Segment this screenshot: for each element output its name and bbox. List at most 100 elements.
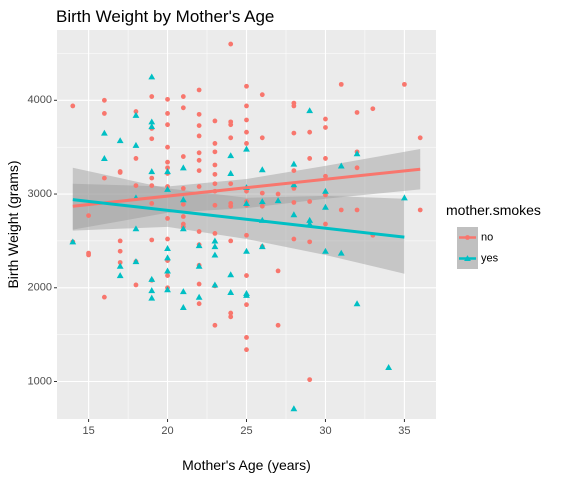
data-point-no (244, 129, 249, 135)
data-point-yes (132, 111, 140, 118)
data-point-yes (132, 258, 140, 265)
data-point-yes (258, 166, 266, 173)
data-point-yes (148, 168, 156, 175)
data-point-yes (132, 225, 140, 232)
data-point-yes (243, 247, 250, 254)
data-point-yes (337, 249, 345, 256)
data-point-yes (385, 364, 393, 370)
data-point-no (212, 181, 218, 187)
data-point-yes (148, 275, 156, 282)
data-point-yes (179, 196, 187, 203)
data-point-no (323, 173, 328, 179)
data-point-yes (322, 187, 329, 194)
data-point-no (165, 159, 170, 165)
data-point-no (307, 199, 313, 204)
data-point-yes (116, 262, 124, 269)
data-point-no (165, 96, 170, 102)
data-point-yes (195, 293, 203, 300)
x-tick-label: 20 (161, 425, 173, 437)
x-axis-title: Mother's Age (years) (182, 457, 311, 473)
data-point-yes (243, 291, 250, 298)
data-point-no (117, 170, 123, 175)
data-point-yes (227, 271, 235, 278)
data-point-no (244, 103, 249, 109)
legend: mother.smokes no yes (446, 202, 541, 269)
data-point-yes (116, 272, 124, 279)
data-point-no (196, 184, 202, 189)
data-point-yes (290, 211, 298, 218)
data-point-no (212, 162, 218, 168)
y-axis-title: Birth Weight (grams) (5, 160, 21, 288)
data-point-yes (164, 185, 171, 192)
data-point-no (338, 81, 344, 87)
y-tick-label: 2000 (28, 282, 52, 294)
y-tick-label: 4000 (28, 94, 52, 106)
data-point-yes (148, 287, 156, 294)
data-point-no (196, 157, 202, 163)
data-point-no (212, 149, 218, 155)
data-point-no (228, 310, 234, 316)
data-point-no (165, 111, 170, 116)
data-point-yes (227, 289, 235, 296)
data-point-yes (148, 123, 156, 130)
data-point-no (228, 122, 234, 128)
data-point-no (196, 133, 202, 139)
data-point-no (101, 111, 107, 116)
data-point-no (291, 130, 297, 136)
data-point-yes (243, 200, 250, 206)
data-point-yes (306, 216, 314, 223)
trend-lines (72, 167, 421, 239)
data-point-no (228, 203, 234, 209)
data-point-no (86, 213, 91, 218)
data-point-no (212, 118, 218, 124)
data-point-yes (179, 304, 187, 311)
data-point-no (291, 168, 297, 174)
legend-keys (457, 227, 478, 269)
confidence-band-yes (72, 167, 405, 274)
data-point-no (149, 136, 155, 142)
data-points (69, 41, 423, 412)
data-point-no (196, 168, 202, 174)
data-point-no (354, 207, 360, 213)
data-point-no (101, 175, 107, 181)
data-point-no (180, 154, 186, 159)
data-point-no (323, 156, 328, 161)
trend-line-no (72, 167, 421, 208)
legend-key-marker-no (465, 235, 470, 240)
chart-title: Birth Weight by Mother's Age (56, 7, 274, 26)
data-point-no (291, 236, 297, 242)
data-point-yes (100, 155, 108, 161)
data-point-yes (290, 405, 298, 412)
data-point-no (212, 141, 218, 146)
data-point-no (180, 186, 186, 191)
data-point-no (117, 260, 123, 265)
data-point-no (244, 232, 249, 238)
data-point-yes (306, 107, 314, 114)
data-point-no (228, 135, 234, 141)
data-point-yes (148, 118, 156, 125)
legend-title: mother.smokes (446, 202, 541, 218)
x-tick-label: 35 (398, 425, 410, 437)
data-point-no (291, 200, 297, 205)
data-point-no (165, 165, 170, 171)
data-point-yes (148, 73, 156, 80)
data-point-yes (337, 162, 345, 169)
data-point-yes (211, 243, 219, 250)
data-point-no (244, 83, 249, 89)
y-axis-ticks: 1000 2000 3000 4000 (28, 94, 57, 387)
legend-key-marker-yes (464, 255, 471, 262)
data-point-no (307, 129, 313, 135)
data-point-no (275, 322, 281, 328)
x-tick-label: 30 (319, 425, 331, 437)
data-point-no (338, 207, 344, 213)
trend-line-yes (72, 198, 405, 239)
data-point-yes (227, 152, 235, 159)
data-point-no (323, 125, 328, 130)
data-point-no (196, 150, 202, 156)
data-point-yes (258, 198, 266, 205)
data-point-no (149, 183, 155, 189)
data-point-no (354, 165, 360, 171)
data-point-no (133, 109, 139, 114)
data-point-yes (211, 251, 219, 258)
data-point-no (86, 252, 91, 258)
